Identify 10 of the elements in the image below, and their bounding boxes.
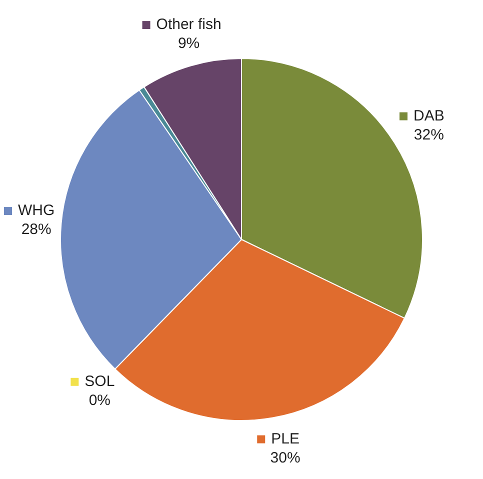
text: 0% [88,392,111,410]
legend-label: DAB [413,107,444,124]
legend-label: PLE [271,430,300,448]
legend-label: Other fish [156,16,222,34]
data-label: 30% [270,449,300,466]
legend-label: WHG [18,202,55,220]
data-label: 9% [178,35,200,52]
data-label: 28% [21,221,52,238]
legend-label: SOL [84,373,115,390]
data-label: 32% [414,126,444,144]
